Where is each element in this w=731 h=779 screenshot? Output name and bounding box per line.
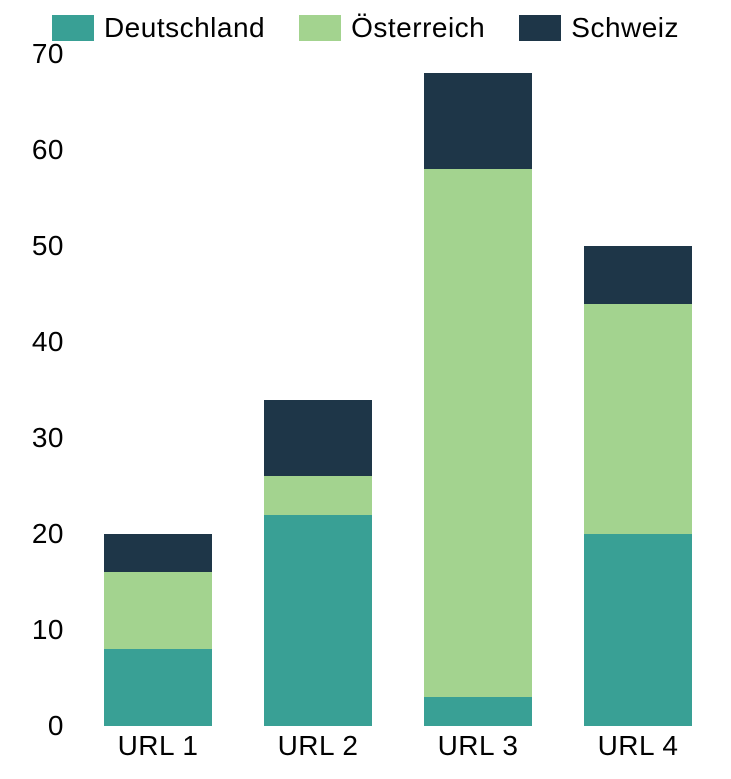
bar-segment: [104, 572, 213, 649]
x-axis: URL 1 URL 2 URL 3 URL 4: [78, 730, 718, 770]
bar-group: [424, 73, 533, 726]
bars-layer: [78, 54, 718, 726]
y-tick-label: 40: [0, 326, 64, 358]
legend-label: Schweiz: [571, 12, 679, 44]
bar-segment: [584, 534, 693, 726]
y-axis: 010203040506070: [0, 54, 72, 726]
bar-segment: [424, 73, 533, 169]
bar-segment: [264, 515, 373, 726]
y-tick-label: 60: [0, 134, 64, 166]
bar-segment: [424, 697, 533, 726]
y-tick-label: 70: [0, 38, 64, 70]
y-tick-label: 20: [0, 518, 64, 550]
legend-item: Deutschland: [52, 12, 265, 44]
y-tick-label: 0: [0, 710, 64, 742]
bar-segment: [104, 649, 213, 726]
legend-label: Österreich: [351, 12, 485, 44]
legend-swatch: [519, 15, 561, 41]
bar-segment: [104, 534, 213, 572]
legend-swatch: [299, 15, 341, 41]
bar-segment: [584, 246, 693, 304]
bar-segment: [264, 400, 373, 477]
bar-group: [584, 246, 693, 726]
y-tick-label: 50: [0, 230, 64, 262]
legend-item: Österreich: [299, 12, 485, 44]
x-tick-label: URL 1: [118, 730, 199, 762]
chart-legend: Deutschland Österreich Schweiz: [0, 12, 731, 44]
x-tick-label: URL 4: [598, 730, 679, 762]
bar-segment: [584, 304, 693, 534]
y-tick-label: 10: [0, 614, 64, 646]
bar-group: [264, 400, 373, 726]
bar-segment: [424, 169, 533, 697]
legend-label: Deutschland: [104, 12, 265, 44]
bar-segment: [264, 476, 373, 514]
plot-area: [78, 54, 718, 726]
bar-group: [104, 534, 213, 726]
stacked-bar-chart: Deutschland Österreich Schweiz 0 10 20 30 40 50…: [0, 0, 731, 779]
y-tick-label: 30: [0, 422, 64, 454]
legend-item: Schweiz: [519, 12, 679, 44]
x-tick-label: URL 3: [438, 730, 519, 762]
x-tick-label: URL 2: [278, 730, 359, 762]
